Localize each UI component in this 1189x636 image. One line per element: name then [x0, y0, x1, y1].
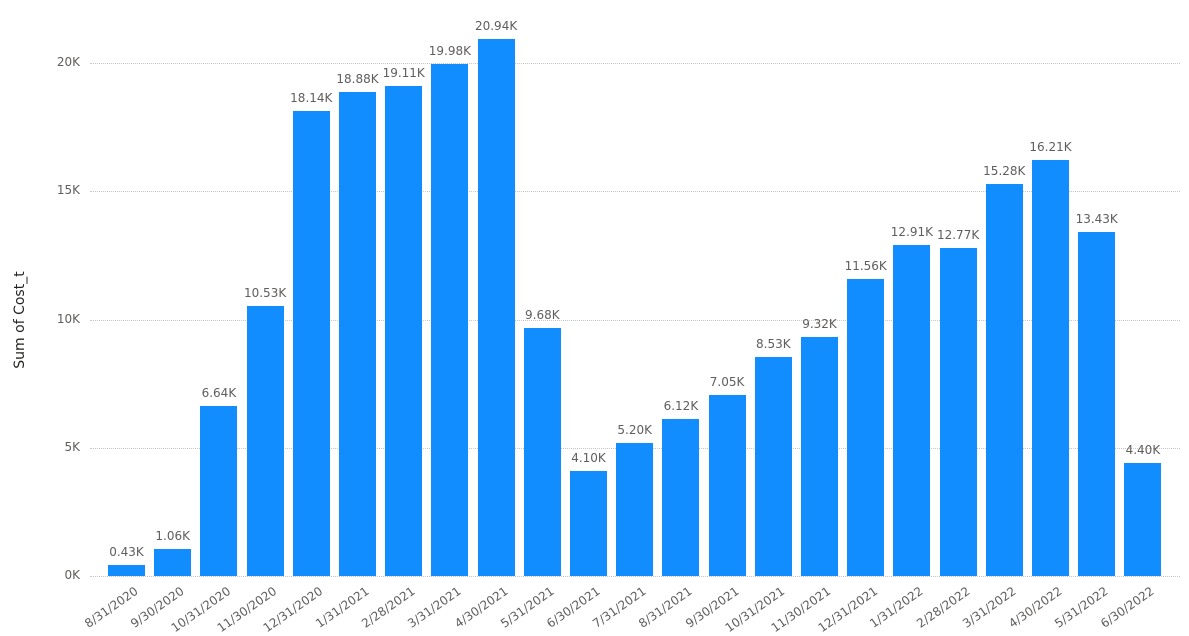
- y-tick-label: 20K: [56, 55, 80, 69]
- data-label: 15.28K: [983, 164, 1026, 179]
- data-label: 4.40K: [1125, 443, 1161, 458]
- bar[interactable]: [801, 336, 838, 576]
- data-label: 0.43K: [109, 544, 144, 559]
- y-tick-label: 0K: [64, 568, 80, 582]
- bar[interactable]: [570, 470, 607, 576]
- gridline: [90, 319, 1180, 321]
- data-label: 11.56K: [844, 259, 887, 274]
- data-label: 8.53K: [756, 337, 791, 352]
- bar[interactable]: [1032, 160, 1069, 576]
- bar[interactable]: [246, 305, 284, 576]
- bar[interactable]: [385, 85, 423, 576]
- bar[interactable]: [847, 279, 885, 576]
- bar[interactable]: [893, 244, 931, 576]
- bar[interactable]: [662, 419, 700, 576]
- data-label: 13.43K: [1075, 211, 1118, 226]
- gridline: [90, 576, 1180, 577]
- gridline: [90, 191, 1180, 193]
- data-label: 4.10K: [571, 450, 606, 465]
- y-tick-label: 15K: [56, 183, 80, 198]
- bar[interactable]: [477, 38, 515, 576]
- bar[interactable]: [292, 110, 330, 576]
- bar[interactable]: [431, 63, 469, 576]
- y-tick-label: 5K: [64, 439, 80, 454]
- data-label: 6.12K: [663, 399, 699, 414]
- data-label: 20.94K: [474, 18, 518, 33]
- bar[interactable]: [200, 405, 238, 576]
- bar[interactable]: [108, 564, 145, 576]
- bar[interactable]: [985, 184, 1023, 576]
- data-label: 19.11K: [382, 65, 425, 80]
- data-label: 18.88K: [336, 71, 379, 86]
- bar[interactable]: [339, 91, 376, 576]
- data-label: 12.77K: [936, 228, 980, 243]
- data-label: 10.53K: [243, 285, 287, 300]
- bar[interactable]: [616, 442, 654, 576]
- bar[interactable]: [708, 395, 746, 576]
- bar[interactable]: [939, 248, 977, 576]
- bar[interactable]: [754, 357, 792, 576]
- data-label: 1.06K: [155, 528, 190, 543]
- data-label: 5.20K: [617, 422, 652, 437]
- bar[interactable]: [523, 327, 561, 576]
- data-label: 19.98K: [428, 43, 471, 58]
- data-label: 12.91K: [890, 224, 933, 239]
- bar[interactable]: [154, 548, 192, 576]
- data-label: 16.21K: [1029, 140, 1072, 155]
- bar[interactable]: [1078, 231, 1116, 576]
- data-label: 18.14K: [290, 90, 333, 105]
- bar[interactable]: [1124, 463, 1162, 576]
- data-label: 6.64K: [201, 385, 237, 400]
- gridline: [90, 63, 1180, 64]
- y-tick-label: 10K: [56, 311, 80, 326]
- data-label: 7.05K: [709, 375, 745, 390]
- data-label: 9.68K: [525, 307, 560, 322]
- data-label: 9.32K: [802, 316, 837, 331]
